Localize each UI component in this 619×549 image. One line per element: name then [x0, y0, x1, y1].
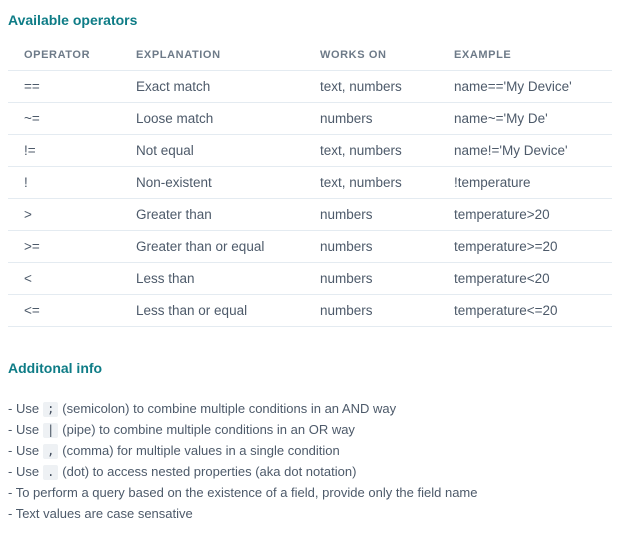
example-cell: temperature<=20: [454, 294, 612, 327]
table-header-row: OPERATOR EXPLANATION WORKS ON EXAMPLE: [8, 49, 612, 71]
operator-cell: >=: [8, 230, 136, 263]
table-row: ~= Loose match numbers name~='My De': [8, 102, 612, 135]
operator-cell: <=: [8, 294, 136, 327]
table-row: <= Less than or equal numbers temperatur…: [8, 294, 612, 327]
note-text: - Use: [8, 464, 40, 479]
explanation-cell: Exact match: [136, 70, 320, 103]
operator-cell: <: [8, 262, 136, 295]
note-line: - Use, (comma) for multiple values in a s…: [8, 440, 612, 461]
operator-cell: >: [8, 198, 136, 231]
explanation-cell: Greater than or equal: [136, 230, 320, 263]
works-on-cell: numbers: [320, 230, 454, 263]
column-header-example: EXAMPLE: [454, 49, 612, 71]
column-header-explanation: EXPLANATION: [136, 49, 320, 71]
inline-code-semicolon: ;: [43, 402, 59, 417]
note-line: - Text values are case sensative: [8, 503, 612, 524]
inline-code-pipe: |: [43, 423, 59, 438]
docs-page: Available operators OPERATOR EXPLANATION…: [8, 12, 612, 524]
example-cell: temperature<20: [454, 262, 612, 295]
table-row: ! Non-existent text, numbers !temperatur…: [8, 166, 612, 199]
available-operators-heading: Available operators: [8, 12, 138, 28]
works-on-cell: numbers: [320, 262, 454, 295]
works-on-cell: numbers: [320, 198, 454, 231]
explanation-cell: Not equal: [136, 134, 320, 167]
works-on-cell: text, numbers: [320, 166, 454, 199]
operator-cell: ~=: [8, 102, 136, 135]
table-row: > Greater than numbers temperature>20: [8, 198, 612, 231]
note-text: (dot) to access nested properties (aka d…: [62, 464, 357, 479]
operator-cell: ==: [8, 70, 136, 103]
additional-info-notes: - Use; (semicolon) to combine multiple co…: [8, 398, 612, 524]
column-header-works-on: WORKS ON: [320, 49, 454, 71]
example-cell: temperature>=20: [454, 230, 612, 263]
note-line: - To perform a query based on the existe…: [8, 482, 612, 503]
note-line: - Use | (pipe) to combine multiple conditi…: [8, 419, 612, 440]
note-text: - Use: [8, 401, 40, 416]
example-cell: temperature>20: [454, 198, 612, 231]
explanation-cell: Greater than: [136, 198, 320, 231]
example-cell: name~='My De': [454, 102, 612, 135]
inline-code-comma: ,: [43, 444, 59, 459]
explanation-cell: Loose match: [136, 102, 320, 135]
note-text: - Text values are case sensative: [8, 506, 193, 521]
additional-info-heading: Additonal info: [8, 360, 103, 376]
note-line: - Use. (dot) to access nested properties …: [8, 461, 612, 482]
explanation-cell: Less than: [136, 262, 320, 295]
table-row: == Exact match text, numbers name=='My D…: [8, 70, 612, 103]
example-cell: name=='My Device': [454, 70, 612, 103]
explanation-cell: Non-existent: [136, 166, 320, 199]
note-text: (pipe) to combine multiple conditions in…: [62, 422, 355, 437]
note-text: (semicolon) to combine multiple conditio…: [62, 401, 397, 416]
works-on-cell: numbers: [320, 102, 454, 135]
operator-cell: !=: [8, 134, 136, 167]
explanation-cell: Less than or equal: [136, 294, 320, 327]
works-on-cell: text, numbers: [320, 134, 454, 167]
operators-table: OPERATOR EXPLANATION WORKS ON EXAMPLE ==…: [8, 49, 612, 327]
note-text: - To perform a query based on the existe…: [8, 485, 478, 500]
note-text: (comma) for multiple values in a single …: [62, 443, 340, 458]
works-on-cell: numbers: [320, 294, 454, 327]
example-cell: name!='My Device': [454, 134, 612, 167]
inline-code-dot: .: [43, 465, 59, 480]
table-row: != Not equal text, numbers name!='My Dev…: [8, 134, 612, 167]
example-cell: !temperature: [454, 166, 612, 199]
works-on-cell: text, numbers: [320, 70, 454, 103]
note-text: - Use: [8, 443, 40, 458]
table-row: < Less than numbers temperature<20: [8, 262, 612, 295]
note-line: - Use; (semicolon) to combine multiple co…: [8, 398, 612, 419]
table-row: >= Greater than or equal numbers tempera…: [8, 230, 612, 263]
operator-cell: !: [8, 166, 136, 199]
column-header-operator: OPERATOR: [8, 49, 136, 71]
note-text: - Use: [8, 422, 40, 437]
